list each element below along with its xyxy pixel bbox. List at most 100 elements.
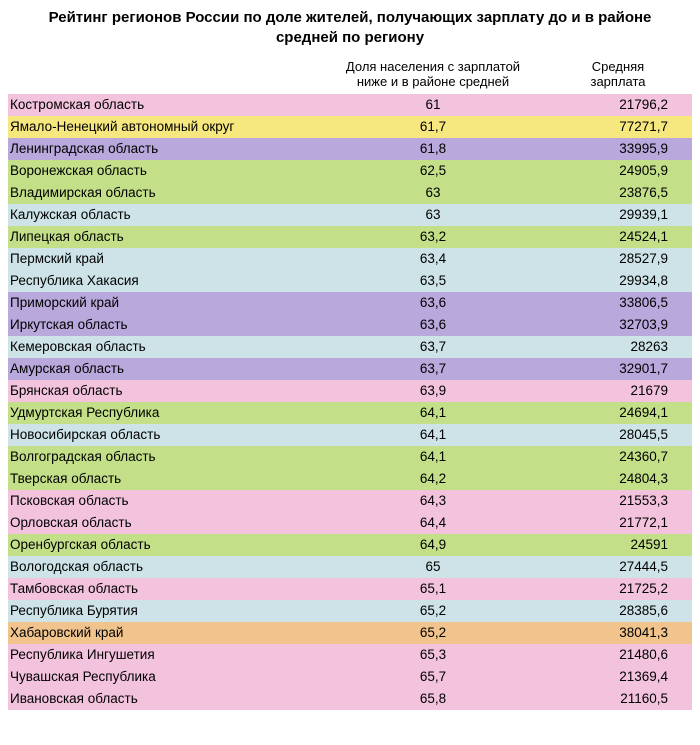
cell-share: 63,4 (308, 248, 558, 270)
cell-salary: 28263 (558, 336, 678, 358)
cell-salary: 29939,1 (558, 204, 678, 226)
cell-region: Костромская область (8, 94, 308, 116)
cell-salary: 24804,3 (558, 468, 678, 490)
cell-salary: 27444,5 (558, 556, 678, 578)
cell-salary: 21480,6 (558, 644, 678, 666)
cell-share: 63 (308, 182, 558, 204)
cell-region: Приморский край (8, 292, 308, 314)
cell-region: Хабаровский край (8, 622, 308, 644)
cell-share: 63,6 (308, 314, 558, 336)
cell-salary: 77271,7 (558, 116, 678, 138)
cell-region: Вологодская область (8, 556, 308, 578)
cell-salary: 21160,5 (558, 688, 678, 710)
table-row: Приморский край63,633806,5 (8, 292, 692, 314)
table-row: Иркутская область63,632703,9 (8, 314, 692, 336)
cell-share: 63,9 (308, 380, 558, 402)
cell-share: 63,6 (308, 292, 558, 314)
table-header: Доля населения с зарплатой ниже и в райо… (8, 59, 692, 94)
cell-share: 63,7 (308, 358, 558, 380)
cell-share: 61,8 (308, 138, 558, 160)
cell-region: Чувашская Республика (8, 666, 308, 688)
cell-region: Тамбовская область (8, 578, 308, 600)
cell-share: 61 (308, 94, 558, 116)
cell-region: Ленинградская область (8, 138, 308, 160)
cell-salary: 28045,5 (558, 424, 678, 446)
cell-region: Владимирская область (8, 182, 308, 204)
cell-region: Орловская область (8, 512, 308, 534)
cell-share: 64,2 (308, 468, 558, 490)
cell-share: 65,7 (308, 666, 558, 688)
cell-region: Иркутская область (8, 314, 308, 336)
table-row: Пермский край63,428527,9 (8, 248, 692, 270)
cell-region: Калужская область (8, 204, 308, 226)
cell-share: 64,1 (308, 402, 558, 424)
cell-region: Псковская область (8, 490, 308, 512)
table-container: Рейтинг регионов России по доле жителей,… (0, 0, 700, 718)
cell-region: Ямало-Ненецкий автономный округ (8, 116, 308, 138)
cell-salary: 28385,6 (558, 600, 678, 622)
table-row: Амурская область63,732901,7 (8, 358, 692, 380)
cell-salary: 38041,3 (558, 622, 678, 644)
cell-region: Новосибирская область (8, 424, 308, 446)
table-row: Волгоградская область64,124360,7 (8, 446, 692, 468)
table-row: Калужская область6329939,1 (8, 204, 692, 226)
cell-salary: 32703,9 (558, 314, 678, 336)
cell-salary: 21553,3 (558, 490, 678, 512)
header-share-line2: ниже и в районе средней (308, 74, 558, 90)
cell-salary: 24905,9 (558, 160, 678, 182)
table-body: Костромская область6121796,2 Ямало-Ненецк… (8, 94, 692, 710)
cell-region: Республика Ингушетия (8, 644, 308, 666)
cell-share: 65,3 (308, 644, 558, 666)
cell-salary: 28527,9 (558, 248, 678, 270)
cell-salary: 24694,1 (558, 402, 678, 424)
cell-share: 65,1 (308, 578, 558, 600)
cell-share: 63 (308, 204, 558, 226)
cell-share: 64,9 (308, 534, 558, 556)
cell-share: 63,2 (308, 226, 558, 248)
table-row: Владимирская область6323876,5 (8, 182, 692, 204)
cell-region: Республика Бурятия (8, 600, 308, 622)
table-row: Тверская область64,224804,3 (8, 468, 692, 490)
cell-salary: 29934,8 (558, 270, 678, 292)
cell-salary: 21725,2 (558, 578, 678, 600)
table-row: Республика Ингушетия65,321480,6 (8, 644, 692, 666)
header-share: Доля населения с зарплатой ниже и в райо… (308, 59, 558, 90)
table-row: Оренбургская область64,924591 (8, 534, 692, 556)
cell-region: Брянская область (8, 380, 308, 402)
cell-share: 65 (308, 556, 558, 578)
header-salary-line1: Средняя (558, 59, 678, 75)
cell-salary: 24591 (558, 534, 678, 556)
cell-region: Тверская область (8, 468, 308, 490)
cell-region: Кемеровская область (8, 336, 308, 358)
cell-share: 61,7 (308, 116, 558, 138)
cell-share: 62,5 (308, 160, 558, 182)
cell-region: Республика Хакасия (8, 270, 308, 292)
cell-share: 64,1 (308, 424, 558, 446)
page-title: Рейтинг регионов России по доле жителей,… (8, 6, 692, 59)
cell-salary: 21796,2 (558, 94, 678, 116)
cell-share: 64,3 (308, 490, 558, 512)
cell-region: Воронежская область (8, 160, 308, 182)
cell-salary: 21679 (558, 380, 678, 402)
table-row: Новосибирская область64,128045,5 (8, 424, 692, 446)
cell-share: 63,5 (308, 270, 558, 292)
header-share-line1: Доля населения с зарплатой (308, 59, 558, 75)
cell-salary: 24524,1 (558, 226, 678, 248)
cell-salary: 33806,5 (558, 292, 678, 314)
table-row: Ивановская область65,821160,5 (8, 688, 692, 710)
table-row: Кемеровская область63,728263 (8, 336, 692, 358)
cell-salary: 32901,7 (558, 358, 678, 380)
cell-salary: 24360,7 (558, 446, 678, 468)
cell-region: Оренбургская область (8, 534, 308, 556)
header-region (8, 59, 308, 90)
cell-share: 65,8 (308, 688, 558, 710)
table-row: Ленинградская область61,833995,9 (8, 138, 692, 160)
table-row: Воронежская область62,524905,9 (8, 160, 692, 182)
table-row: Псковская область64,321553,3 (8, 490, 692, 512)
cell-region: Липецкая область (8, 226, 308, 248)
cell-salary: 21772,1 (558, 512, 678, 534)
cell-share: 65,2 (308, 600, 558, 622)
cell-share: 64,4 (308, 512, 558, 534)
cell-region: Амурская область (8, 358, 308, 380)
header-salary: Средняя зарплата (558, 59, 678, 90)
